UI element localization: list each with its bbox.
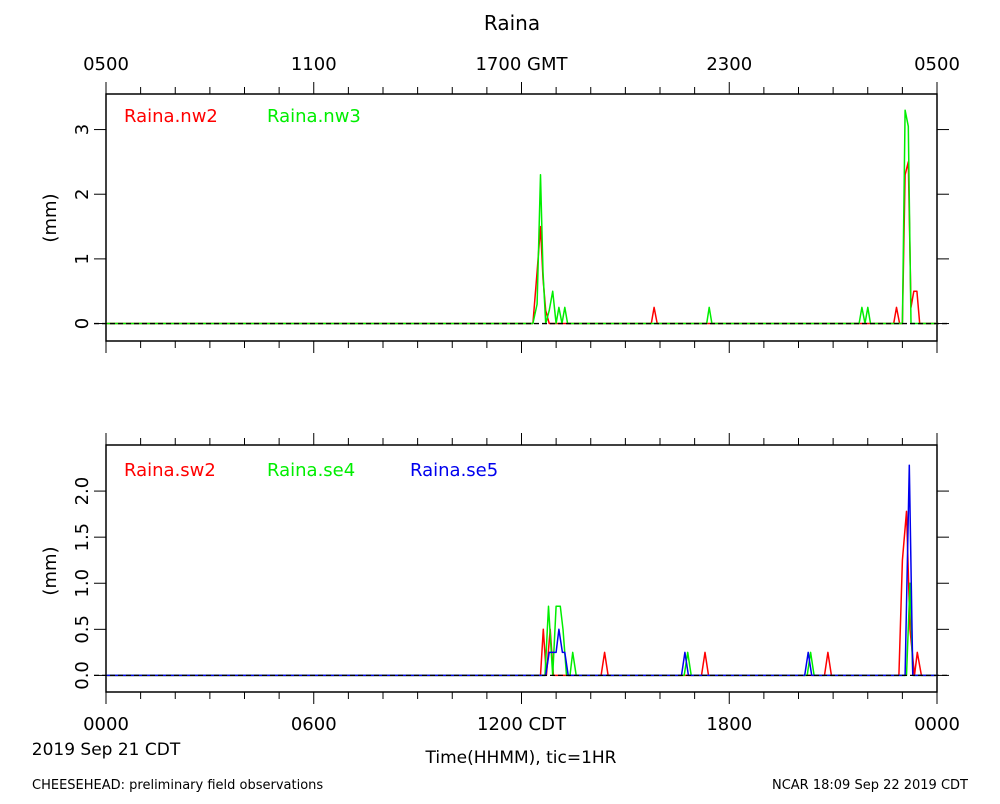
- x-tick-label-gmt: 0500: [914, 54, 960, 75]
- x-tick-label-cdt: 0000: [83, 714, 129, 735]
- y-tick-label: 1.0: [72, 569, 93, 598]
- legend-entry: Raina.se5: [410, 460, 498, 481]
- series-line-Raina-se5: [106, 464, 937, 677]
- x-tick-label-cdt: 0000: [914, 714, 960, 735]
- bottom-panel: 0000 0600 1200 CDT 1800 0000 0.0 0.5 1.0 1.5 2.0 (…: [40, 433, 960, 735]
- series-line-Raina-sw2: [106, 510, 937, 677]
- y-tick-label: 2: [72, 188, 93, 199]
- x-tick-label-gmt: 1700 GMT: [475, 54, 568, 75]
- series-line-Raina-nw3: [106, 109, 937, 325]
- x-tick-label-gmt: 0500: [83, 54, 129, 75]
- y-axis-label: (mm): [40, 546, 61, 595]
- y-tick-label: 0: [72, 318, 93, 329]
- y-tick-label: 3: [72, 124, 93, 135]
- legend-entry: Raina.sw2: [124, 460, 216, 481]
- plot-frame: [105, 93, 938, 342]
- y-tick-label: 1.5: [72, 523, 93, 552]
- y-axis-label: (mm): [40, 193, 61, 242]
- chart-title: Raina: [484, 11, 540, 35]
- y-tick-label: 0.5: [72, 615, 93, 644]
- y-tick-label: 2.0: [72, 477, 93, 506]
- date-label: 2019 Sep 21 CDT: [32, 740, 181, 760]
- x-tick-label-cdt: 0600: [291, 714, 337, 735]
- x-axis-label: Time(HHMM), tic=1HR: [425, 748, 617, 768]
- x-tick-label-gmt: 2300: [706, 54, 752, 75]
- series-line-Raina-se4: [106, 582, 937, 677]
- legend-entry: Raina.nw3: [267, 106, 361, 127]
- legend-entry: Raina.se4: [267, 460, 355, 481]
- plot-frame: [105, 444, 938, 693]
- y-tick-label: 0.0: [72, 661, 93, 690]
- legend-entry: Raina.nw2: [124, 106, 218, 127]
- footer-right: NCAR 18:09 Sep 22 2019 CDT: [772, 778, 968, 793]
- footer-left: CHEESEHEAD: preliminary field observatio…: [32, 778, 323, 793]
- x-tick-label-cdt: 1800: [706, 714, 752, 735]
- x-tick-label-gmt: 1100: [291, 54, 337, 75]
- x-tick-label-cdt: 1200 CDT: [477, 714, 567, 735]
- y-tick-label: 1: [72, 253, 93, 264]
- top-panel: 0500 1100 1700 GMT 2300 0500 0 1 2 3 (mm) Raina.nw…: [40, 54, 960, 353]
- series-line-Raina-nw2: [106, 161, 937, 325]
